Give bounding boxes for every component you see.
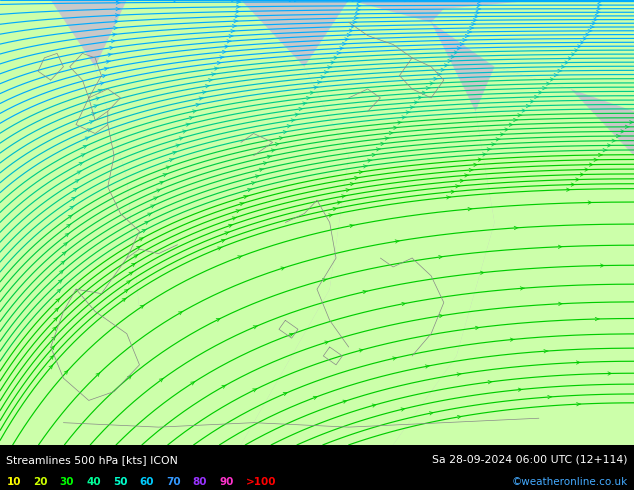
Polygon shape bbox=[393, 67, 634, 445]
Text: ©weatheronline.co.uk: ©weatheronline.co.uk bbox=[512, 477, 628, 487]
Text: 50: 50 bbox=[113, 477, 127, 487]
Text: 30: 30 bbox=[60, 477, 74, 487]
Text: 60: 60 bbox=[139, 477, 154, 487]
Text: 10: 10 bbox=[6, 477, 21, 487]
Text: 80: 80 bbox=[193, 477, 207, 487]
Text: 70: 70 bbox=[166, 477, 181, 487]
Text: Sa 28-09-2024 06:00 UTC (12+114): Sa 28-09-2024 06:00 UTC (12+114) bbox=[432, 455, 628, 465]
Text: >100: >100 bbox=[246, 477, 276, 487]
Text: Streamlines 500 hPa [kts] ICON: Streamlines 500 hPa [kts] ICON bbox=[6, 455, 178, 465]
Text: 20: 20 bbox=[33, 477, 48, 487]
Polygon shape bbox=[76, 0, 349, 445]
Polygon shape bbox=[241, 0, 495, 445]
Text: 90: 90 bbox=[219, 477, 234, 487]
Text: 40: 40 bbox=[86, 477, 101, 487]
Polygon shape bbox=[0, 0, 139, 445]
Polygon shape bbox=[431, 0, 634, 111]
